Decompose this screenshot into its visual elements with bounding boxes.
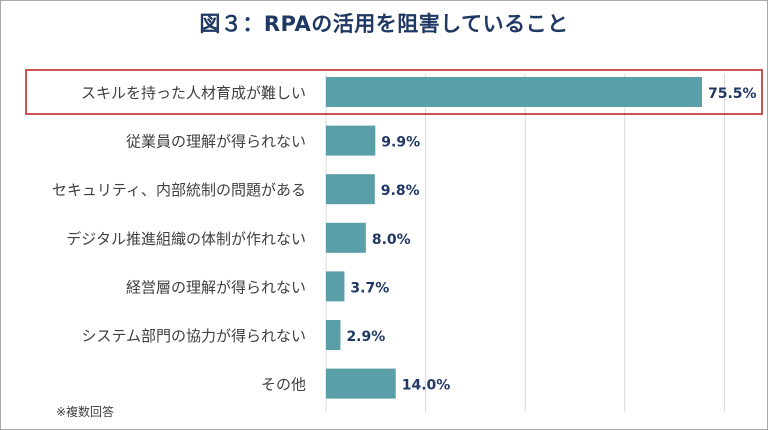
bar xyxy=(326,77,702,107)
value-label: 14.0% xyxy=(402,378,451,394)
value-label: 3.7% xyxy=(350,280,389,296)
bars xyxy=(326,77,702,399)
value-label: 75.5% xyxy=(708,86,757,102)
footnote: ※複数回答 xyxy=(56,405,115,419)
bar xyxy=(326,125,376,156)
value-label: 2.9% xyxy=(346,329,385,345)
value-label: 8.0% xyxy=(372,232,411,248)
bar xyxy=(326,368,396,399)
category-label: その他 xyxy=(261,376,306,394)
highlight-box xyxy=(25,69,763,115)
category-labels: スキルを持った人材育成が難しい従業員の理解が得られないセキュリティ、内部統制の問… xyxy=(52,84,306,394)
grid-lines xyxy=(325,74,725,412)
chart-title: 図３：RPAの活用を阻害していること xyxy=(199,12,569,36)
category-label: デジタル推進組織の体制が作れない xyxy=(66,230,306,248)
category-label: システム部門の協力が得られない xyxy=(81,327,306,345)
value-label: 9.8% xyxy=(381,183,420,199)
bar xyxy=(326,222,366,253)
highlight-rect xyxy=(25,69,763,115)
value-labels: 75.5% 9.9% 9.8% 8.0% 3.7% 2.9% 14.0% xyxy=(346,86,756,394)
bar xyxy=(326,320,341,350)
category-label: セキュリティ、内部統制の問題がある xyxy=(52,181,306,199)
category-label: 従業員の理解が得られない xyxy=(126,133,306,151)
bar xyxy=(326,174,375,205)
category-label: 経営層の理解が得られない xyxy=(126,278,306,296)
category-label: スキルを持った人材育成が難しい xyxy=(81,84,306,102)
bar xyxy=(326,271,345,302)
value-label: 9.9% xyxy=(381,135,420,151)
